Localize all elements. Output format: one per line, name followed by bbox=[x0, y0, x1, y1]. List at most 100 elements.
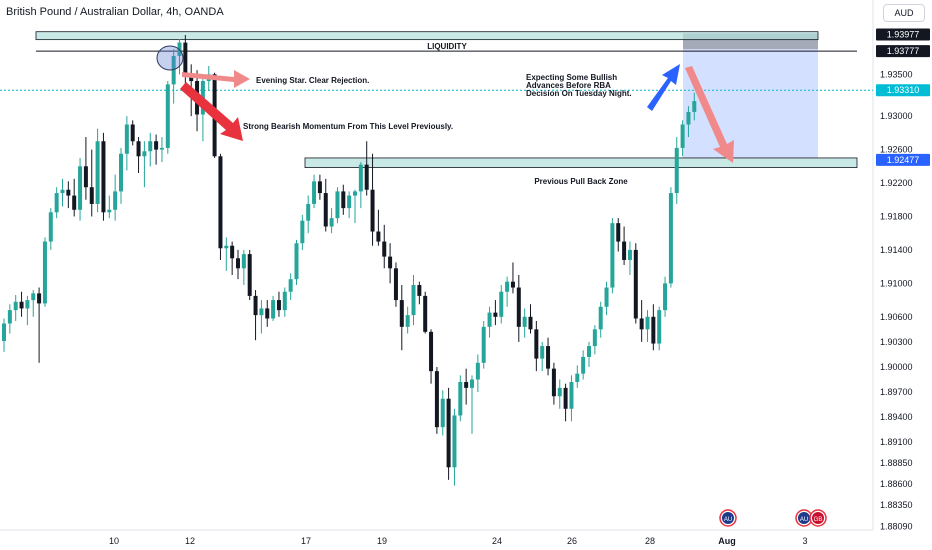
candle-body bbox=[522, 316, 527, 327]
candle-body bbox=[89, 187, 94, 204]
candle-body bbox=[165, 84, 170, 148]
price-tick-label: 1.91800 bbox=[880, 211, 913, 221]
candle-body bbox=[25, 300, 30, 309]
liquidity-zone[interactable] bbox=[35, 31, 819, 41]
candle-body bbox=[575, 373, 580, 383]
time-tick-label: 17 bbox=[301, 536, 311, 546]
candle-body bbox=[616, 223, 621, 242]
candle-body bbox=[364, 164, 369, 190]
candle-body bbox=[335, 191, 340, 219]
candle-body bbox=[587, 346, 591, 357]
candle-body bbox=[546, 346, 551, 369]
candle-body bbox=[592, 329, 597, 347]
time-axis[interactable]: 10 12 17 19 24 26 28 Aug 3 bbox=[109, 536, 808, 546]
candle-body bbox=[680, 124, 685, 148]
evening-star-annotation: Evening Star. Clear Rejection. bbox=[256, 76, 369, 85]
candle-body bbox=[218, 156, 223, 249]
chart-title: British Pound / Australian Dollar, 4h, O… bbox=[6, 6, 224, 18]
candle-body bbox=[183, 42, 188, 75]
candle-body bbox=[54, 193, 59, 213]
candle-body bbox=[300, 220, 305, 244]
candle-body bbox=[31, 293, 36, 301]
candle-body bbox=[452, 415, 457, 468]
rba-event-flag-right-icon[interactable]: AU bbox=[795, 509, 813, 527]
candle-body bbox=[236, 258, 240, 269]
candle-body bbox=[60, 189, 65, 194]
price-tick-label: 1.92200 bbox=[880, 178, 913, 188]
candle-body bbox=[347, 195, 352, 209]
candle-body bbox=[388, 256, 393, 269]
projected-drop-arrow[interactable] bbox=[685, 66, 734, 163]
candle-body bbox=[370, 189, 375, 232]
candle-body bbox=[557, 387, 562, 397]
pullback-zone[interactable] bbox=[304, 157, 858, 168]
price-tag-label: 1.92477 bbox=[887, 155, 920, 165]
price-tick-label: 1.88850 bbox=[880, 458, 913, 468]
candle-body bbox=[171, 55, 176, 85]
price-tag-background bbox=[876, 45, 930, 58]
candle-body bbox=[271, 300, 276, 319]
candle-body bbox=[627, 249, 632, 260]
bullish-annotation-line2: Advances Before RBA bbox=[526, 81, 611, 90]
price-tag-label: 1.93310 bbox=[887, 85, 920, 95]
candle-body bbox=[528, 316, 533, 330]
price-tick-label: 1.88600 bbox=[880, 479, 913, 489]
time-tick-label: 28 bbox=[645, 536, 655, 546]
candle-body bbox=[230, 245, 235, 259]
bullish-annotation-line3: Decision On Tuesday Night. bbox=[526, 89, 632, 98]
rejection-arrow[interactable] bbox=[182, 70, 250, 88]
candle-body bbox=[265, 308, 270, 319]
price-tag-background bbox=[876, 28, 930, 41]
candle-body bbox=[358, 164, 363, 192]
currency-selector-button[interactable]: AUD bbox=[883, 4, 925, 22]
candle-body bbox=[2, 323, 6, 342]
price-tag-background bbox=[876, 84, 930, 97]
price-tag-label: 1.93977 bbox=[887, 29, 920, 39]
price-tick-label: 1.89400 bbox=[880, 412, 913, 422]
candle-body bbox=[288, 279, 293, 292]
price-tick-label: 1.90600 bbox=[880, 312, 913, 322]
time-tick-label: 12 bbox=[185, 536, 195, 546]
candle-body bbox=[399, 300, 404, 327]
candle-body bbox=[312, 181, 317, 204]
candle-body bbox=[353, 191, 357, 196]
candle-body bbox=[657, 310, 662, 344]
candle-body bbox=[78, 166, 83, 210]
candle-body bbox=[604, 287, 609, 307]
projection-box[interactable] bbox=[683, 33, 818, 158]
time-tick-label: 3 bbox=[802, 536, 807, 546]
price-tick-label: 1.93000 bbox=[880, 111, 913, 121]
candle-body bbox=[651, 316, 656, 344]
peak-highlight-circle[interactable] bbox=[156, 45, 184, 71]
bearish-momentum-annotation: Strong Bearish Momentum From This Level … bbox=[243, 122, 453, 131]
candle-body bbox=[376, 231, 381, 242]
candle-body bbox=[581, 356, 586, 374]
candle-body bbox=[639, 318, 644, 330]
candle-body bbox=[405, 315, 410, 327]
candle-body bbox=[499, 291, 504, 317]
candle-body bbox=[19, 301, 24, 309]
bearish-momentum-arrow[interactable] bbox=[180, 82, 243, 141]
price-tick-label: 1.93500 bbox=[880, 69, 913, 79]
rba-event-flag-icon[interactable]: AU bbox=[719, 509, 737, 527]
price-tick-label: 1.90300 bbox=[880, 337, 913, 347]
candle-body bbox=[516, 287, 521, 327]
candle-body bbox=[159, 147, 164, 150]
candle-body bbox=[154, 141, 159, 150]
bullish-advance-arrow[interactable] bbox=[647, 64, 680, 111]
price-tick-label: 1.88350 bbox=[880, 500, 913, 510]
liquidity-label: LIQUIDITY bbox=[427, 42, 467, 51]
price-axis[interactable]: 1.93500 1.93000 1.92600 1.92200 1.91800 1.914… bbox=[880, 69, 913, 531]
candle-body bbox=[42, 241, 47, 304]
price-tick-label: 1.92600 bbox=[880, 145, 913, 155]
time-tick-label: 24 bbox=[492, 536, 502, 546]
svg-text:GB: GB bbox=[814, 517, 823, 523]
boe-event-flag-icon[interactable]: GB bbox=[809, 509, 827, 527]
price-tag-background bbox=[876, 153, 930, 166]
candle-body bbox=[481, 326, 486, 363]
price-tick-label: 1.90000 bbox=[880, 362, 913, 372]
svg-text:AU: AU bbox=[724, 517, 732, 523]
candle-body bbox=[13, 301, 18, 311]
candle-body bbox=[323, 193, 328, 227]
